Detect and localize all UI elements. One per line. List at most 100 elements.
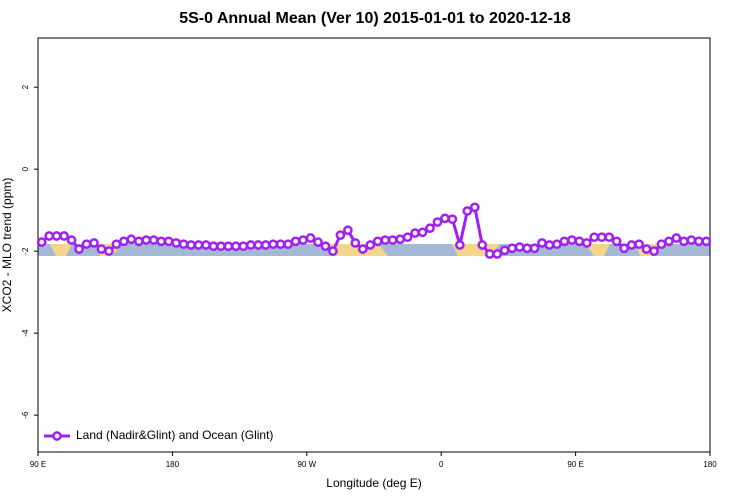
data-point bbox=[455, 240, 465, 250]
data-point bbox=[104, 246, 114, 256]
legend-marker bbox=[52, 431, 62, 441]
data-point bbox=[216, 241, 226, 252]
data-point bbox=[387, 235, 398, 245]
data-point bbox=[469, 202, 480, 213]
data-point bbox=[589, 232, 600, 243]
data-point bbox=[656, 239, 667, 250]
x-tick-label: 180 bbox=[703, 460, 717, 469]
data-point bbox=[141, 235, 152, 245]
data-point bbox=[417, 227, 428, 238]
data-point bbox=[537, 238, 547, 248]
data-point bbox=[664, 236, 674, 247]
data-point bbox=[238, 241, 249, 252]
data-point bbox=[626, 240, 637, 250]
data-point bbox=[372, 236, 383, 247]
data-point bbox=[671, 233, 682, 243]
data-point bbox=[260, 240, 271, 250]
x-tick-label: 180 bbox=[166, 460, 180, 469]
data-point bbox=[268, 239, 279, 250]
data-point bbox=[74, 244, 84, 254]
data-point bbox=[544, 240, 555, 250]
data-point bbox=[514, 242, 525, 252]
data-point bbox=[320, 241, 331, 252]
data-point bbox=[619, 243, 629, 254]
data-point bbox=[484, 249, 495, 259]
data-point bbox=[611, 236, 622, 247]
legend-item: Land (Nadir&Glint) and Ocean (Glint) bbox=[44, 428, 273, 442]
data-point bbox=[89, 238, 99, 248]
y-tick-label: -6 bbox=[21, 411, 30, 419]
y-axis-label: XCO2 - MLO trend (ppm) bbox=[0, 178, 14, 313]
data-point bbox=[51, 231, 62, 241]
data-point bbox=[171, 238, 181, 248]
data-point bbox=[380, 235, 391, 245]
x-tick-label: 90 W bbox=[297, 460, 316, 469]
data-point bbox=[641, 244, 652, 254]
data-point bbox=[462, 206, 473, 216]
data-point bbox=[328, 246, 338, 256]
y-tick-label: -2 bbox=[21, 247, 30, 255]
data-point bbox=[96, 244, 107, 254]
data-point bbox=[201, 240, 211, 250]
data-point bbox=[59, 231, 69, 241]
data-point bbox=[477, 240, 488, 250]
data-point bbox=[365, 240, 376, 250]
data-point bbox=[649, 246, 659, 256]
data-point bbox=[36, 237, 47, 247]
data-point bbox=[193, 240, 204, 250]
data-point bbox=[425, 223, 435, 234]
data-point bbox=[604, 232, 615, 243]
data-point bbox=[410, 228, 420, 238]
data-point bbox=[223, 241, 234, 252]
data-point bbox=[581, 238, 592, 248]
y-tick-label: 0 bbox=[21, 166, 30, 171]
data-point bbox=[126, 234, 137, 245]
data-point bbox=[447, 214, 458, 225]
x-axis-label: Longitude (deg E) bbox=[326, 476, 421, 490]
data-point bbox=[283, 239, 293, 250]
data-point bbox=[111, 239, 122, 250]
data-point bbox=[290, 236, 301, 247]
data-point bbox=[133, 236, 144, 247]
data-point bbox=[529, 243, 540, 254]
data-point bbox=[275, 239, 286, 250]
data-point bbox=[432, 217, 443, 227]
data-point bbox=[163, 236, 174, 247]
data-point bbox=[552, 239, 562, 250]
data-point bbox=[66, 235, 77, 245]
data-point bbox=[440, 213, 450, 224]
data-point bbox=[634, 239, 644, 250]
data-point bbox=[693, 236, 704, 247]
data-point bbox=[499, 245, 510, 256]
data-point bbox=[350, 238, 361, 248]
data-point bbox=[148, 235, 159, 245]
data-point bbox=[208, 241, 219, 252]
y-tick-label: 2 bbox=[21, 84, 30, 89]
data-point bbox=[395, 234, 405, 245]
data-point bbox=[305, 233, 316, 243]
data-point bbox=[402, 232, 413, 243]
legend-label: Land (Nadir&Glint) and Ocean (Glint) bbox=[76, 428, 273, 442]
data-point bbox=[119, 236, 129, 247]
data-point bbox=[245, 240, 256, 250]
data-point bbox=[231, 241, 241, 252]
data-point bbox=[492, 249, 503, 259]
data-point bbox=[701, 236, 712, 247]
data-point bbox=[81, 239, 92, 250]
data-point bbox=[567, 235, 577, 245]
chart-title: 5S-0 Annual Mean (Ver 10) 2015-01-01 to … bbox=[179, 10, 571, 27]
x-tick-label: 90 E bbox=[567, 460, 583, 469]
x-tick-label: 90 E bbox=[30, 460, 46, 469]
data-point bbox=[186, 240, 196, 250]
y-tick-label: -4 bbox=[21, 329, 30, 337]
data-point bbox=[507, 243, 517, 254]
data-point bbox=[357, 244, 368, 254]
data-point bbox=[44, 231, 55, 241]
data-point bbox=[298, 235, 308, 245]
data-point bbox=[522, 243, 532, 254]
data-point bbox=[313, 237, 323, 247]
data-point bbox=[343, 225, 353, 236]
data-point bbox=[686, 235, 697, 245]
